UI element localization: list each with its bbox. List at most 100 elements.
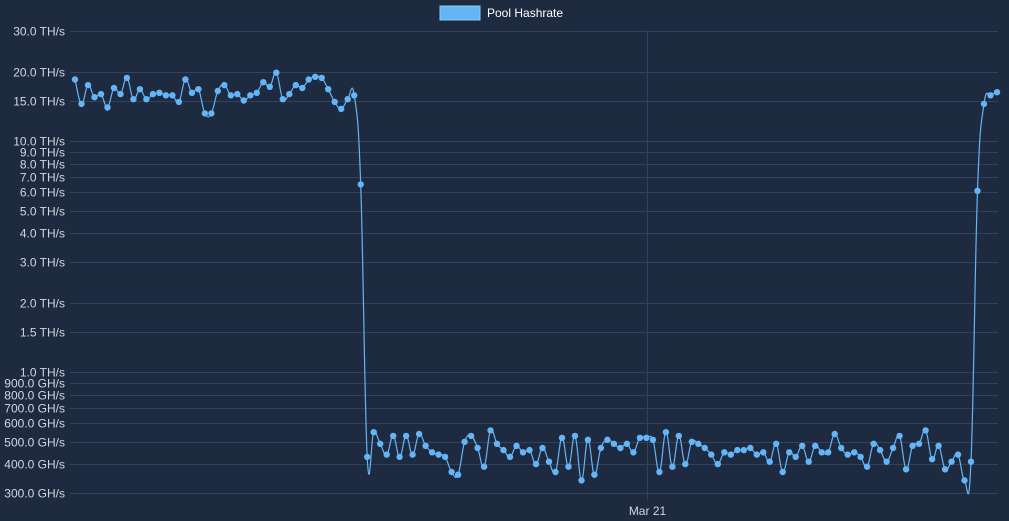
- data-point[interactable]: [500, 446, 507, 454]
- data-point[interactable]: [396, 453, 403, 461]
- data-point[interactable]: [428, 449, 436, 456]
- data-point[interactable]: [532, 460, 540, 468]
- data-point[interactable]: [714, 460, 721, 468]
- data-point[interactable]: [558, 434, 566, 441]
- data-point[interactable]: [863, 463, 871, 470]
- data-point[interactable]: [344, 96, 351, 103]
- data-point[interactable]: [331, 98, 338, 106]
- data-point[interactable]: [812, 442, 819, 449]
- data-point[interactable]: [682, 460, 689, 468]
- data-point[interactable]: [753, 451, 760, 458]
- data-point[interactable]: [844, 451, 851, 458]
- data-point[interactable]: [325, 86, 332, 93]
- data-point[interactable]: [721, 449, 728, 456]
- data-point[interactable]: [461, 438, 468, 445]
- data-point[interactable]: [617, 444, 624, 452]
- data-point[interactable]: [454, 471, 462, 478]
- data-point[interactable]: [448, 468, 455, 476]
- data-point[interactable]: [110, 84, 118, 92]
- data-point[interactable]: [143, 96, 150, 103]
- data-point[interactable]: [623, 440, 631, 447]
- data-point[interactable]: [545, 458, 553, 465]
- data-point[interactable]: [467, 432, 475, 440]
- data-point[interactable]: [370, 429, 377, 436]
- data-point[interactable]: [162, 92, 170, 99]
- data-point[interactable]: [175, 98, 183, 106]
- data-point[interactable]: [279, 96, 286, 103]
- data-point[interactable]: [851, 449, 858, 456]
- data-point[interactable]: [188, 89, 196, 97]
- data-point[interactable]: [519, 449, 527, 456]
- data-point[interactable]: [935, 442, 942, 449]
- data-point[interactable]: [604, 436, 611, 443]
- data-point[interactable]: [799, 442, 806, 449]
- data-point[interactable]: [662, 429, 670, 436]
- data-point[interactable]: [415, 430, 423, 438]
- data-point[interactable]: [597, 444, 605, 452]
- data-point[interactable]: [312, 73, 319, 81]
- data-point[interactable]: [740, 446, 747, 454]
- data-point[interactable]: [390, 432, 397, 440]
- data-point[interactable]: [441, 453, 449, 461]
- data-point[interactable]: [831, 430, 838, 438]
- data-point[interactable]: [734, 446, 741, 454]
- data-point[interactable]: [896, 432, 903, 440]
- data-point[interactable]: [292, 81, 299, 89]
- data-point[interactable]: [195, 86, 202, 93]
- data-point[interactable]: [513, 442, 520, 449]
- data-point[interactable]: [565, 463, 572, 470]
- data-point[interactable]: [909, 442, 916, 449]
- data-point[interactable]: [506, 453, 514, 461]
- data-point[interactable]: [591, 471, 598, 478]
- data-point[interactable]: [980, 100, 988, 108]
- data-point[interactable]: [954, 451, 962, 458]
- data-point[interactable]: [708, 451, 715, 458]
- data-point[interactable]: [727, 451, 734, 458]
- data-point[interactable]: [338, 105, 345, 113]
- data-point[interactable]: [883, 458, 890, 465]
- data-point[interactable]: [435, 451, 442, 458]
- data-point[interactable]: [571, 432, 579, 440]
- data-point[interactable]: [701, 444, 708, 452]
- data-point[interactable]: [961, 477, 968, 484]
- data-point[interactable]: [857, 453, 864, 461]
- data-point[interactable]: [967, 458, 975, 465]
- data-point[interactable]: [123, 74, 131, 82]
- data-point[interactable]: [870, 440, 877, 447]
- data-point[interactable]: [480, 463, 488, 470]
- data-point[interactable]: [941, 466, 949, 473]
- data-point[interactable]: [299, 84, 306, 92]
- data-point[interactable]: [993, 89, 1001, 96]
- data-point[interactable]: [773, 440, 780, 447]
- data-point[interactable]: [669, 463, 676, 470]
- data-point[interactable]: [273, 69, 280, 76]
- data-point[interactable]: [948, 458, 955, 465]
- data-point[interactable]: [377, 440, 384, 447]
- data-point[interactable]: [383, 451, 390, 458]
- data-point[interactable]: [266, 83, 273, 91]
- data-point[interactable]: [364, 453, 371, 461]
- data-point[interactable]: [526, 446, 533, 454]
- data-point[interactable]: [539, 444, 546, 452]
- data-point[interactable]: [610, 440, 618, 447]
- data-point[interactable]: [987, 92, 994, 99]
- data-point[interactable]: [493, 440, 501, 447]
- data-point[interactable]: [260, 79, 267, 86]
- data-point[interactable]: [792, 453, 799, 461]
- data-point[interactable]: [318, 74, 325, 82]
- data-point[interactable]: [422, 442, 429, 449]
- data-point[interactable]: [156, 89, 163, 97]
- data-point[interactable]: [889, 444, 897, 452]
- data-point[interactable]: [247, 92, 254, 99]
- data-point[interactable]: [234, 90, 241, 98]
- data-point[interactable]: [214, 87, 221, 95]
- data-point[interactable]: [584, 436, 592, 443]
- data-point[interactable]: [915, 440, 923, 447]
- data-point[interactable]: [474, 444, 481, 452]
- data-point[interactable]: [695, 440, 702, 447]
- data-point[interactable]: [760, 449, 767, 456]
- data-point[interactable]: [552, 468, 559, 476]
- legend[interactable]: Pool Hashrate: [439, 5, 563, 21]
- data-point[interactable]: [876, 446, 884, 454]
- data-point[interactable]: [649, 436, 657, 443]
